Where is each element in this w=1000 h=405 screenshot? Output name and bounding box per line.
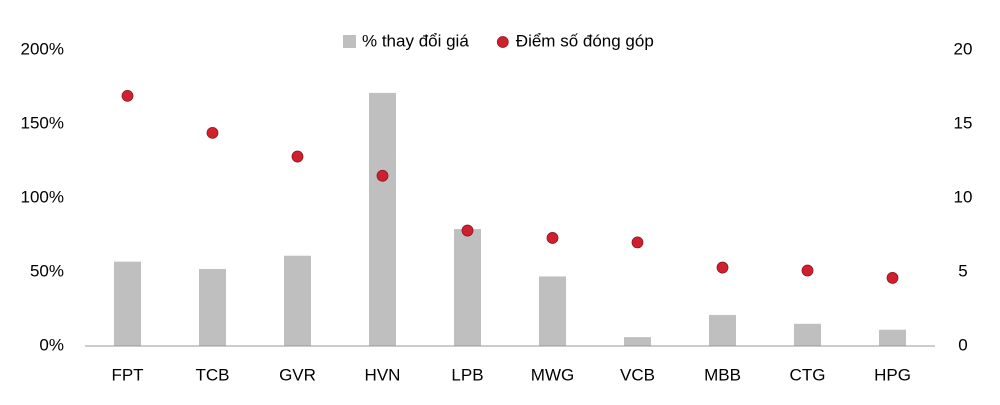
dot [886,272,899,284]
y2-tick-label: 20 [954,39,973,58]
dot [546,232,559,244]
x-tick-label: CTG [790,365,826,384]
x-tick-label: FPT [111,365,143,384]
y-tick-label: 0% [39,335,64,354]
x-tick-label: LPB [451,365,483,384]
legend-swatch [496,36,509,48]
dot [206,126,219,139]
bar [794,323,821,346]
y-tick-label: 150% [21,113,64,132]
dot [631,236,644,249]
bar [114,261,141,346]
bar [539,276,566,346]
x-tick-label: MWG [531,365,574,384]
dot [716,261,729,274]
dot [291,150,304,163]
dot [461,224,474,237]
bar [369,92,396,346]
y2-tick-label: 0 [958,335,967,354]
legend-label: % thay đổi giá [362,31,469,50]
legend-swatch [343,35,356,48]
dot [121,89,134,102]
legend-label: Điểm số đóng góp [516,31,654,50]
bar [199,269,226,346]
x-tick-label: VCB [620,365,655,384]
x-tick-label: HVN [365,365,401,384]
y2-tick-label: 5 [958,261,967,280]
y2-tick-label: 15 [954,113,973,132]
bar [454,229,481,346]
x-tick-label: MBB [704,365,741,384]
dot [376,169,389,182]
bar [284,255,311,346]
y-tick-label: 50% [30,261,64,280]
x-tick-label: GVR [279,365,316,384]
y-tick-label: 100% [21,187,64,206]
bar [879,329,906,346]
x-tick-label: TCB [196,365,230,384]
dot [801,264,814,277]
y-tick-label: 200% [21,39,64,58]
y2-tick-label: 10 [954,187,973,206]
bar [624,337,651,346]
x-tick-label: HPG [874,365,911,384]
bar [709,314,736,346]
